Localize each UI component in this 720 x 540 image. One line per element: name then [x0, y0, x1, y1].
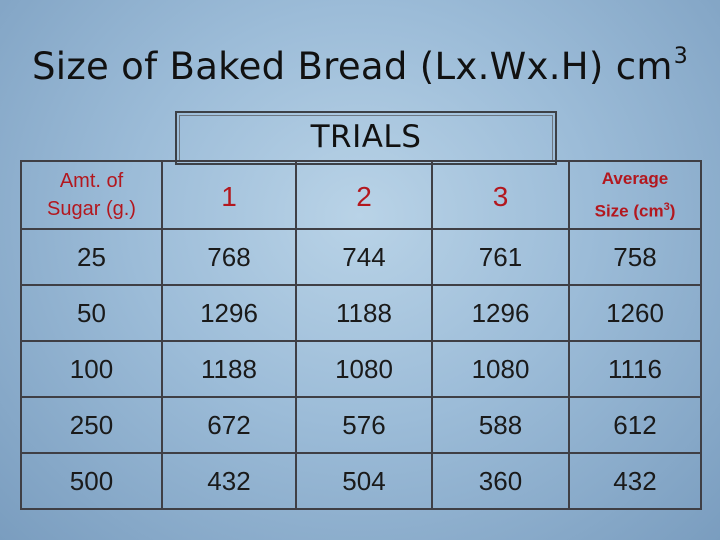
table-row: 25 768 744 761 758 — [20, 228, 702, 286]
sugar-amount-cell: 25 — [20, 228, 163, 286]
trial-3-cell: 1080 — [431, 340, 570, 398]
trial-2-cell: 744 — [295, 228, 433, 286]
trial-1-cell: 672 — [161, 396, 297, 454]
trial-3-cell: 588 — [431, 396, 570, 454]
header-average-line1: Average — [601, 168, 669, 188]
header-sugar-line1: Amt. of — [59, 170, 124, 192]
sugar-amount-cell: 250 — [20, 396, 163, 454]
average-cell: 758 — [568, 228, 702, 286]
table-row: 50 1296 1188 1296 1260 — [20, 284, 702, 342]
average-cell: 432 — [568, 452, 702, 510]
trial-1-cell: 1188 — [161, 340, 297, 398]
average-cell: 1260 — [568, 284, 702, 342]
trial-2-cell: 1188 — [295, 284, 433, 342]
header-trial-3: 3 — [431, 160, 570, 230]
trial-3-cell: 1296 — [431, 284, 570, 342]
header-average-size: Average Size (cm3) — [568, 160, 702, 230]
trial-3-cell: 360 — [431, 452, 570, 510]
header-sugar-line2: Sugar (g.) — [47, 198, 136, 220]
trial-2-cell: 504 — [295, 452, 433, 510]
header-average-superscript: 3 — [663, 200, 670, 213]
trial-2-cell: 576 — [295, 396, 433, 454]
trial-3-cell: 761 — [431, 228, 570, 286]
table-row: 500 432 504 360 432 — [20, 452, 702, 510]
table-row: 100 1188 1080 1080 1116 — [20, 340, 702, 398]
slide-title-text: Size of Baked Bread (Lx.Wx.H) cm — [31, 45, 673, 88]
sugar-amount-cell: 50 — [20, 284, 163, 342]
sugar-amount-cell: 100 — [20, 340, 163, 398]
header-average-line2: Size (cm — [594, 201, 664, 221]
bread-size-table: Amt. of Sugar (g.) 1 2 3 Average Size (c… — [20, 160, 702, 510]
trial-1-cell: 432 — [161, 452, 297, 510]
average-cell: 1116 — [568, 340, 702, 398]
sugar-amount-cell: 500 — [20, 452, 163, 510]
header-trial-1: 1 — [161, 160, 297, 230]
trials-label: TRIALS — [310, 119, 422, 155]
table-header-row: Amt. of Sugar (g.) 1 2 3 Average Size (c… — [20, 160, 702, 230]
header-sugar-amount: Amt. of Sugar (g.) — [20, 160, 163, 230]
trial-2-cell: 1080 — [295, 340, 433, 398]
slide-title-superscript: 3 — [673, 44, 689, 69]
trial-1-cell: 768 — [161, 228, 297, 286]
average-cell: 612 — [568, 396, 702, 454]
trial-1-cell: 1296 — [161, 284, 297, 342]
header-trial-2: 2 — [295, 160, 433, 230]
table-row: 250 672 576 588 612 — [20, 396, 702, 454]
header-average-close: ) — [669, 201, 676, 221]
slide-title: Size of Baked Bread (Lx.Wx.H) cm3 — [0, 44, 720, 88]
